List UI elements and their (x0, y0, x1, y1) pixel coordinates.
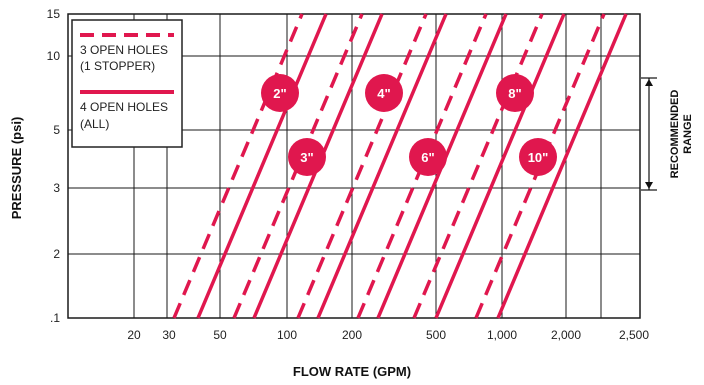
recommended-range-label-line1: RECOMMENDED (669, 90, 681, 179)
size-badge-label: 2" (273, 86, 286, 101)
legend-dashed-label-line2: (1 STOPPER) (80, 59, 155, 73)
size-badge (519, 138, 557, 176)
flow-curve (412, 13, 544, 319)
y-tick-label: 5 (53, 123, 60, 137)
y-tick-label: .1 (50, 311, 60, 325)
y-axis-title: PRESSURE (psi) (9, 117, 24, 220)
size-badges: 2" 3" 4" 6" 8" 10" (261, 74, 557, 176)
recommended-range-arrowhead-down (645, 182, 653, 189)
recommended-range: RECOMMENDED RANGE (641, 77, 694, 191)
x-tick-label: 2,500 (619, 328, 649, 342)
legend-dashed-label-line1: 3 OPEN HOLES (80, 43, 168, 57)
x-tick-label: 30 (162, 328, 176, 342)
size-badge-label: 3" (300, 150, 313, 165)
size-badge (496, 74, 534, 112)
legend-box (71, 19, 183, 148)
x-tick-label: 1,000 (487, 328, 517, 342)
plot-frame (67, 13, 641, 319)
x-tick-label: 200 (342, 328, 362, 342)
y-tick-label: 15 (47, 7, 61, 21)
y-tick-labels: 15 10 5 3 2 .1 (47, 7, 61, 325)
flow-curve (172, 13, 304, 319)
recommended-range-label-line2: RANGE (682, 114, 694, 154)
y-tick-label: 3 (53, 181, 60, 195)
size-badge-label: 8" (508, 86, 521, 101)
size-badge (261, 74, 299, 112)
x-tick-label: 20 (127, 328, 141, 342)
flow-curves (172, 13, 628, 319)
x-tick-label: 2,000 (551, 328, 581, 342)
x-tick-label: 50 (213, 328, 227, 342)
x-axis-title: FLOW RATE (GPM) (293, 364, 411, 379)
size-badge-label: 6" (421, 150, 434, 165)
y-tick-label: 2 (53, 247, 60, 261)
flow-curve (316, 13, 448, 319)
x-tick-label: 500 (426, 328, 446, 342)
flow-curve (296, 13, 428, 319)
x-tick-labels: 20 30 50 100 200 500 1,000 2,000 2,500 (127, 328, 649, 342)
legend-solid-label-line1: 4 OPEN HOLES (80, 100, 168, 114)
flow-curve (434, 13, 566, 319)
flow-curve (196, 13, 328, 319)
size-badge (365, 74, 403, 112)
legend: 3 OPEN HOLES (1 STOPPER) 4 OPEN HOLES (A… (71, 19, 183, 148)
recommended-range-arrowhead-up (645, 79, 653, 86)
y-tick-label: 10 (47, 49, 61, 63)
flow-curve (496, 13, 628, 319)
size-badge (409, 138, 447, 176)
size-badge (288, 138, 326, 176)
legend-solid-label-line2: (ALL) (80, 117, 109, 131)
x-tick-label: 100 (277, 328, 297, 342)
size-badge-label: 4" (377, 86, 390, 101)
size-badge-label: 10" (528, 150, 549, 165)
